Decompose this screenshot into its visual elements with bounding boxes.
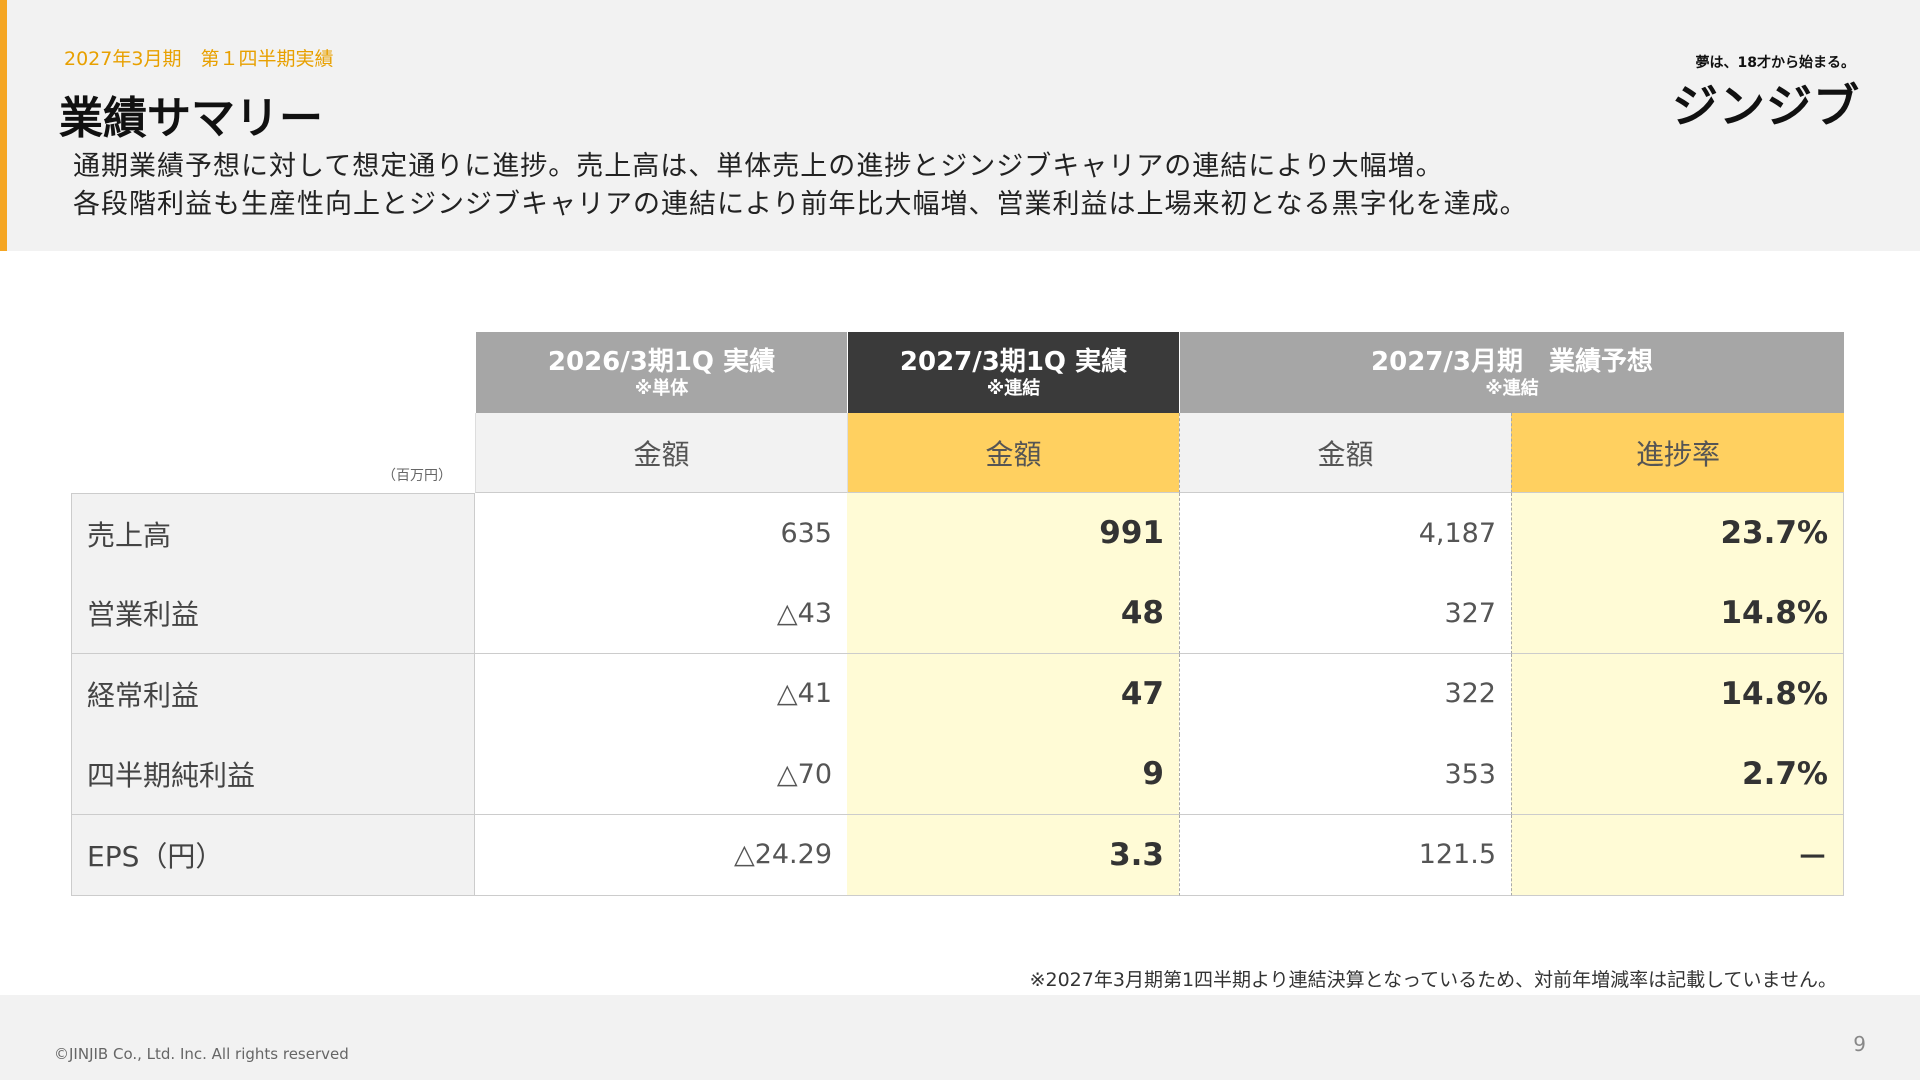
value-cell: △70 (475, 734, 847, 816)
group-note: ※単体 (634, 377, 689, 399)
value-cell: 23.7% (1511, 493, 1844, 574)
lead-text: 各段階利益も生産性向上とジンジブキャリアの連結により前年比大幅増、営業利益は上場… (73, 189, 1528, 220)
header-band (0, 0, 1920, 251)
logo: ジンジブ (1672, 79, 1860, 133)
value-cell: 121.5 (1179, 814, 1511, 896)
group-title: 2027/3期1Q 実績 (899, 346, 1128, 377)
value-cell: 47 (847, 653, 1179, 735)
column-header: 金額 (847, 413, 1179, 493)
footer-band (0, 995, 1920, 1080)
row-label: 営業利益 (71, 573, 475, 655)
value-cell: 322 (1179, 653, 1511, 735)
column-header: 進捗率 (1511, 413, 1844, 493)
row-label: 四半期純利益 (71, 734, 475, 816)
row-label: 売上高 (71, 493, 475, 574)
group-header: 2026/3期1Q 実績 ※単体 (475, 332, 847, 413)
value-cell: 353 (1179, 734, 1511, 816)
value-cell: 2.7% (1511, 734, 1844, 816)
value-cell: 14.8% (1511, 573, 1844, 655)
value-cell: － (1511, 814, 1844, 896)
page-number: 9 (1853, 1032, 1866, 1056)
value-cell: 3.3 (847, 814, 1179, 896)
value-cell: 991 (847, 493, 1179, 574)
value-cell: △24.29 (475, 814, 847, 896)
group-note: ※連結 (986, 377, 1041, 399)
group-header: 2027/3期1Q 実績 ※連結 (847, 332, 1179, 413)
value-cell: 14.8% (1511, 653, 1844, 735)
value-cell: 48 (847, 573, 1179, 655)
accent-bar (0, 0, 7, 251)
value-cell: 635 (475, 493, 847, 574)
logo-tagline: 夢は、18才から始まる。 (1695, 55, 1855, 71)
footnote: ※2027年3月期第1四半期より連結決算となっているため、対前年増減率は記載して… (1029, 969, 1837, 991)
row-label: EPS（円） (71, 814, 475, 896)
title: 業績サマリー (59, 93, 323, 144)
group-title: 2027/3月期 業績予想 (1371, 346, 1653, 377)
group-title: 2026/3期1Q 実績 (547, 346, 776, 377)
row-label: 経常利益 (71, 653, 475, 735)
group-header: 2027/3月期 業績予想 ※連結 (1179, 332, 1844, 413)
value-cell: 9 (847, 734, 1179, 816)
unit-label: （百万円） (382, 468, 452, 484)
subtitle: 2027年3月期 第１四半期実績 (64, 48, 334, 70)
value-cell: 327 (1179, 573, 1511, 655)
column-header: 金額 (475, 413, 847, 493)
column-header: 金額 (1179, 413, 1511, 493)
lead-text: 通期業績予想に対して想定通りに進捗。売上高は、単体売上の進捗とジンジブキャリアの… (73, 151, 1444, 182)
value-cell: △41 (475, 653, 847, 735)
group-note: ※連結 (1485, 377, 1539, 399)
copyright: ©JINJIB Co., Ltd. Inc. All rights reserv… (54, 1045, 349, 1063)
value-cell: 4,187 (1179, 493, 1511, 574)
value-cell: △43 (475, 573, 847, 655)
